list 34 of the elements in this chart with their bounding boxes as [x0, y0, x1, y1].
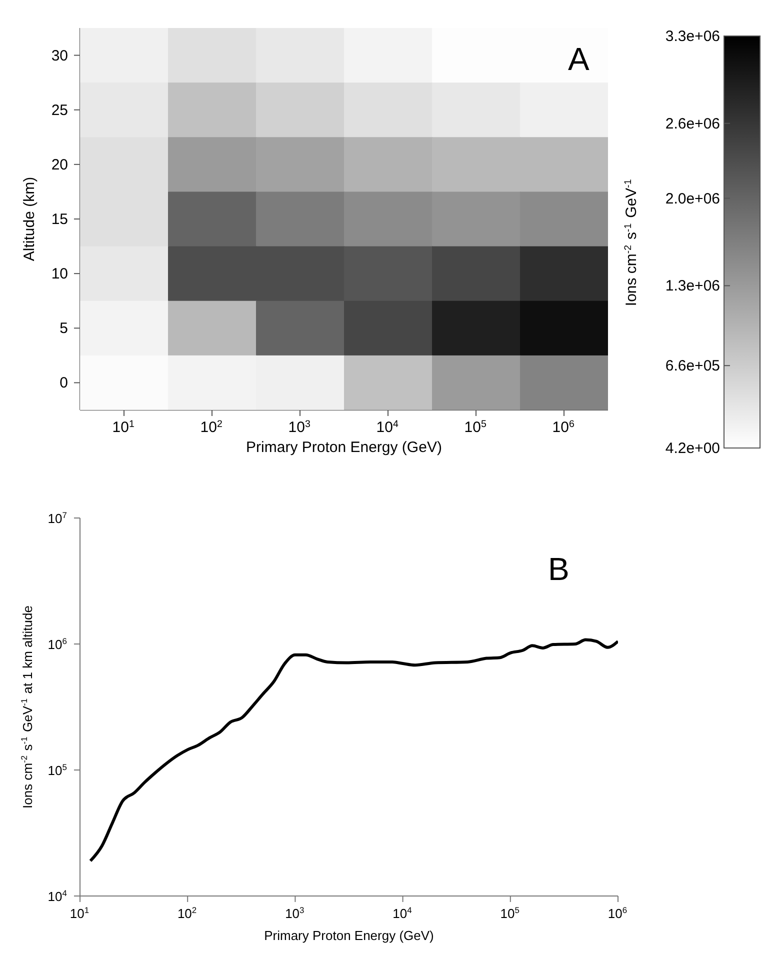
x-tick-label: 10$^{4}$	[376, 418, 399, 436]
annotation: A	[568, 41, 590, 77]
y-tick-label: 10$^{6}$	[48, 636, 68, 652]
y-tick-label: 10$^{4}$	[48, 888, 68, 904]
x-axis-title: Primary Proton Energy (GeV)	[246, 439, 442, 456]
y-tick-label: 25	[51, 102, 68, 119]
x-tick-label: 10$^{4}$	[392, 905, 412, 921]
color-bar-label: 6.6e+05	[665, 358, 720, 375]
x-tick-label: 10$^{1}$	[70, 905, 90, 921]
x-axis-title: Primary Proton Energy (GeV)	[264, 928, 434, 943]
y-tick-label: 0	[60, 374, 68, 392]
y-tick-label: 10$^{5}$	[48, 762, 68, 778]
y-axis-title: Altitude (km)	[21, 176, 38, 262]
y-tick-label: 20	[51, 156, 68, 174]
annotation: B	[548, 551, 570, 587]
y-tick-label: 30	[51, 47, 68, 64]
x-tick-label: 10$^{3}$	[288, 418, 310, 436]
color-bar-label: 4.2e+00	[665, 440, 720, 457]
x-tick-label: 10$^{2}$	[200, 418, 222, 436]
x-tick-label: 10$^{5}$	[500, 905, 520, 921]
x-tick-label: 10$^{6}$	[608, 905, 628, 921]
y-tick-label: 10	[51, 266, 68, 283]
y-tick-label: 5	[60, 320, 68, 338]
x-tick-label: 10$^{2}$	[177, 905, 197, 921]
x-tick-label: 10$^{3}$	[285, 905, 305, 921]
y-tick-label: 10$^{7}$	[48, 510, 68, 526]
x-tick-label: 10$^{1}$	[112, 418, 134, 436]
y-tick-label: 15	[51, 211, 68, 228]
color-bar-label: 3.3e+06	[665, 28, 720, 45]
x-tick-label: 10$^{6}$	[552, 418, 574, 436]
color-bar-label: 1.3e+06	[665, 278, 720, 295]
x-tick-label: 10$^{5}$	[464, 418, 487, 436]
color-bar-label: 2.0e+06	[665, 190, 720, 208]
color-bar-label: 2.6e+06	[665, 115, 720, 132]
